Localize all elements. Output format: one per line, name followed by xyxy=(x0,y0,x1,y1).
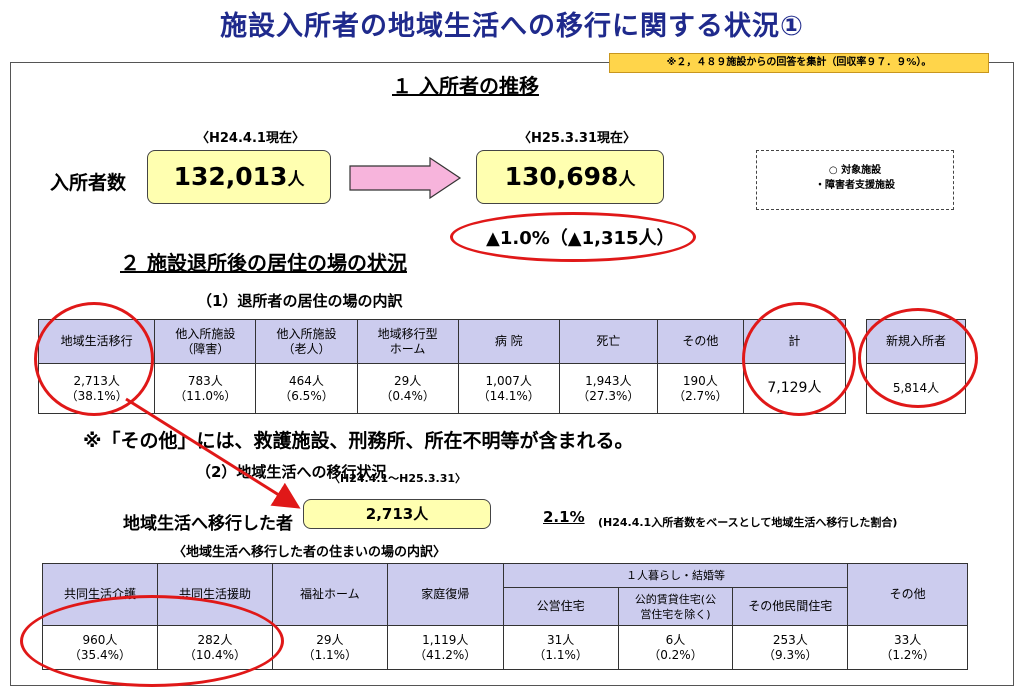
sub-heading-2: （2）地域生活への移行状況 xyxy=(196,463,387,481)
link-arrow-icon xyxy=(125,397,301,509)
after-count: 130,698 xyxy=(504,162,619,191)
table1-header: 他入所施設 （障害） xyxy=(154,319,257,364)
content-frame xyxy=(10,62,1014,686)
new-admission-highlight-circle xyxy=(858,308,978,408)
table2-header: 公的賃貸住宅(公 営住宅を除く) xyxy=(617,587,734,626)
page-title: 施設入所者の地域生活への移行に関する状況① xyxy=(220,11,804,42)
before-count: 132,013 xyxy=(173,162,288,191)
before-date: 〈H24.4.1現在〉 xyxy=(196,131,305,146)
survey-note: ※２，４８９施設からの回答を集計（回収率９７．９%）。 xyxy=(609,53,989,73)
table1-cell: 1,943人 （27.3%） xyxy=(558,363,658,414)
target-line2: ・障害者支援施設 xyxy=(815,180,895,191)
sub-heading-3: 〈地域生活へ移行した者の住まいの場の内訳〉 xyxy=(173,545,447,560)
table2-cell: 1,119人 （41.2%） xyxy=(386,625,504,670)
target-facility-box: ○ 対象施設 ・障害者支援施設 xyxy=(756,150,954,210)
table1-header: 死亡 xyxy=(558,319,658,364)
table1-cell: 783人 （11.0%） xyxy=(154,363,257,414)
table2-cell: 31人 （1.1%） xyxy=(502,625,619,670)
section2-heading: ２ 施設退所後の居住の場の状況 xyxy=(120,251,407,275)
table1-header: その他 xyxy=(656,319,744,364)
table2-header: その他 xyxy=(847,563,968,626)
table1-cell: 29人 （0.4%） xyxy=(356,363,459,414)
group-home-highlight-circle xyxy=(20,595,284,687)
migration-period: 〈H24.4.1～H25.3.31〉 xyxy=(329,472,467,485)
sub-heading-1: （1）退所者の居住の場の内訳 xyxy=(197,292,403,310)
table2-header: 公営住宅 xyxy=(502,587,619,626)
change-highlight-circle xyxy=(450,212,696,262)
table1-header: 病 院 xyxy=(457,319,560,364)
rate-note: (H24.4.1入所者数をベースとして地域生活へ移行した割合) xyxy=(598,516,898,529)
table2-cell: 29人 （1.1%） xyxy=(271,625,388,670)
table1-header: 他入所施設 （老人） xyxy=(255,319,358,364)
table2-header: その他民間住宅 xyxy=(732,587,849,626)
move-value: 2,713人 xyxy=(303,499,491,529)
table1-cell: 1,007人 （14.1%） xyxy=(457,363,560,414)
table2-cell: 33人 （1.2%） xyxy=(847,625,968,670)
table2-cell: 253人 （9.3%） xyxy=(732,625,849,670)
transition-arrow-icon xyxy=(349,156,462,200)
after-unit: 人 xyxy=(618,170,636,190)
migration-rate: 2.1% xyxy=(543,508,585,526)
table1-cell: 190人 （2.7%） xyxy=(656,363,744,414)
table2-header: 福祉ホーム xyxy=(271,563,388,626)
migration-highlight-circle xyxy=(34,302,154,416)
move-label: 地域生活へ移行した者 xyxy=(123,514,293,534)
after-count-box: 130,698人 xyxy=(476,150,664,204)
before-count-box: 132,013人 xyxy=(147,150,331,204)
count-label: 入所者数 xyxy=(50,172,127,194)
table2-cell: 6人 （0.2%） xyxy=(617,625,734,670)
table2-header: 家庭復帰 xyxy=(386,563,504,626)
total-highlight-circle xyxy=(742,302,856,416)
remark-note: ※「その他」には、救護施設、刑務所、所在不明等が含まれる。 xyxy=(83,430,634,452)
section1-heading: １ 入所者の推移 xyxy=(392,74,539,98)
after-date: 〈H25.3.31現在〉 xyxy=(518,131,636,146)
table1-cell: 464人 （6.5%） xyxy=(255,363,358,414)
table2-group-header: １人暮らし・結婚等 xyxy=(502,563,849,588)
target-line1: ○ 対象施設 xyxy=(828,165,882,176)
before-unit: 人 xyxy=(287,170,305,190)
table1-header: 地域移行型 ホーム xyxy=(356,319,459,364)
